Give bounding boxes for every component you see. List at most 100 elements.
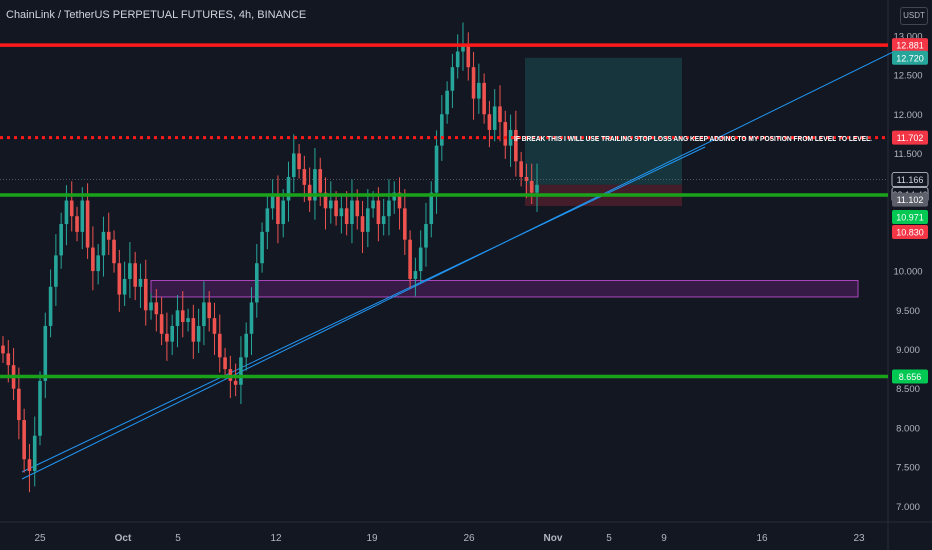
x-tick-label: 16 [756,533,768,544]
candle-body [360,216,365,232]
candle-body [54,255,58,287]
candle-body [133,263,137,287]
candle-body [286,176,291,201]
candle-body [96,255,100,272]
candle-body [32,435,37,472]
y-tick-label: 13.000 [893,31,922,42]
candle-body [159,314,164,334]
candle-body [429,192,434,225]
candle-body [85,200,90,248]
candle-body [418,247,423,272]
candle-body [59,224,63,256]
candle-body [128,263,132,279]
candle-body [524,176,529,181]
candle-body [329,200,333,209]
candle-body [397,192,402,209]
candle-body [276,196,280,225]
candle-body [260,231,264,264]
x-tick-label: 9 [661,533,667,544]
candle-body [413,271,418,279]
candle-body [482,82,486,115]
x-tick-label: 12 [270,533,282,544]
candle-body [307,184,312,201]
x-tick-label: 5 [606,533,612,544]
candle-body [69,200,74,217]
annotations: IF BREAK THIS I WILL USE TRAILING STOP L… [514,134,872,143]
candle-body [403,208,407,240]
candle-body [339,208,344,217]
price-tag-label: 12.881 [896,41,924,51]
candle-body [508,129,513,146]
y-tick-label: 9.000 [896,345,920,356]
x-tick-label: 23 [853,533,865,544]
price-tag-label: 12.720 [896,53,924,63]
x-tick-label: Nov [544,533,563,544]
candle-body [202,302,206,326]
candle-body [244,333,249,358]
candle-body [387,200,391,217]
candle-body [117,263,122,295]
candle-body [101,231,106,256]
candle-body [461,43,465,52]
candle-body [239,357,243,385]
candle-body [233,380,238,385]
price-tag [892,130,928,145]
candle-body [80,200,85,232]
candle-body [149,302,153,311]
x-tick-label: 19 [366,533,378,544]
y-tick-label: 9.500 [896,306,920,317]
candle-body [355,200,360,217]
candle-body [17,388,21,421]
candle-body [112,239,116,264]
candle-body [154,302,159,315]
candle-body [434,145,439,193]
candle-body [535,184,539,193]
candle-body [514,129,518,162]
candle-body [217,333,222,358]
candle-body [265,208,270,232]
candle-body [445,90,449,115]
candle-body [75,216,79,232]
candle-body [165,333,169,342]
candle-body [318,169,323,193]
support-zone [150,279,859,298]
candle-body [450,67,455,91]
x-tick-label: 5 [175,533,181,544]
candle-body [334,200,338,217]
price-tag [892,224,928,239]
candle-body [122,278,127,295]
candle-body [313,169,317,201]
y-tick-label: 8.000 [896,423,920,434]
candle-body [529,180,534,193]
candle-body [43,325,48,381]
candle-body [466,43,471,68]
candle-body [207,302,211,319]
y-tick-label: 7.500 [896,463,920,474]
price-tag [891,172,929,188]
price-tag [892,38,928,53]
currency-badge[interactable]: USDT [900,7,928,25]
candle-body [6,353,11,366]
candle-body [254,263,259,303]
candle-body [270,196,275,209]
candle-body [492,106,497,130]
price-tag-label: 11.702 [897,133,924,143]
candle-body [196,325,201,342]
trendline-upper [21,51,894,480]
y-tick-label: 11.500 [894,149,922,160]
price-tag [892,369,928,384]
candle-body [91,247,95,272]
candle-body [477,82,481,99]
candle-body [281,200,286,225]
annotation-text: IF BREAK THIS I WILL USE TRAILING STOP L… [514,134,872,143]
y-tick-label: 12.500 [893,71,922,82]
candle-body [498,106,502,123]
candle-body [487,114,492,130]
candles [1,22,539,493]
y-tick-label: 7.000 [896,502,920,513]
candle-body [376,200,381,225]
candle-body [371,200,375,209]
chart-title: ChainLink / TetherUS PERPETUAL FUTURES, … [6,9,307,21]
